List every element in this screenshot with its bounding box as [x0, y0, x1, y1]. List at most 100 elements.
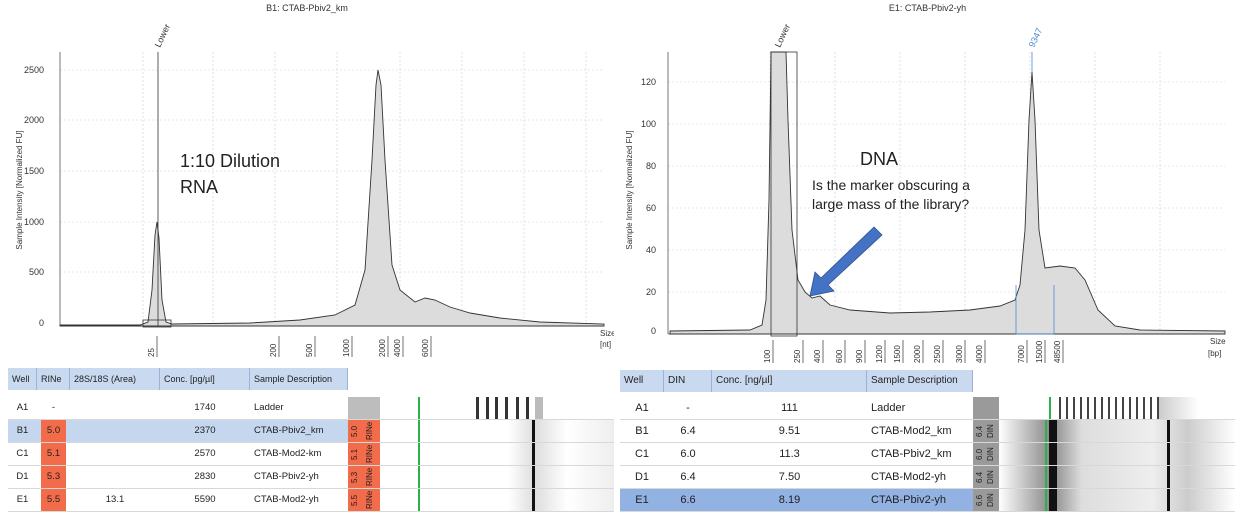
- col-header-well[interactable]: Well: [620, 370, 664, 392]
- x-tick: 1000: [342, 339, 351, 357]
- gel-lane: [999, 466, 1235, 488]
- ratio-cell: 13.1: [105, 494, 125, 505]
- col-header-conc[interactable]: Conc. [pg/µl]: [160, 368, 250, 390]
- rine-cell: -: [51, 402, 56, 413]
- panel-divider: [614, 0, 620, 515]
- well-cell: D1: [16, 471, 29, 482]
- x-tick: 1200: [875, 345, 884, 363]
- y-tick: 2000: [24, 115, 44, 125]
- y-tick: 20: [646, 287, 656, 297]
- well-cell: C1: [634, 448, 650, 460]
- gel-lane: [380, 466, 614, 488]
- table-row[interactable]: A1 - 1740 Ladder: [8, 397, 614, 420]
- din-tag: 6.6 DIN: [973, 489, 999, 511]
- dna-results-table: Well DIN Conc. [ng/µl] Sample Descriptio…: [620, 370, 1235, 515]
- table-row[interactable]: D1 6.4 7.50 CTAB-Mod2-yh 6.4 DIN: [620, 466, 1235, 489]
- rine-tag: 5.3 RINe: [348, 466, 380, 488]
- conc-cell: 11.3: [779, 448, 800, 460]
- gel-lane: [999, 443, 1235, 465]
- y-axis-label: Sample Intensity [Normalized FU]: [625, 130, 634, 249]
- col-header-rine[interactable]: RINe: [37, 368, 70, 390]
- rine-cell: 5.3: [41, 466, 66, 488]
- table-row[interactable]: E1 6.6 8.19 CTAB-Pbiv2-yh 6.6 DIN: [620, 489, 1235, 512]
- gel-lane: [380, 397, 614, 419]
- peak-size-label: 9347: [1027, 26, 1045, 48]
- dna-electropherogram[interactable]: 120 100 80 60 40 20 0 Sample Intensity […: [620, 0, 1235, 368]
- x-unit: Size: [1210, 337, 1226, 346]
- y-tick: 0: [651, 326, 656, 336]
- arrow-icon: [809, 226, 883, 297]
- x-tick: 2500: [933, 345, 942, 363]
- table-row[interactable]: B1 5.0 2370 CTAB-Pbiv2_km 5.0 RINe: [8, 420, 614, 443]
- gel-lane: [380, 420, 614, 442]
- well-cell: E1: [635, 494, 649, 506]
- conc-cell: 1740: [194, 402, 216, 413]
- din-cell: 6.4: [680, 471, 696, 483]
- y-axis-label: Sample Intensity [Normalized FU]: [15, 130, 24, 249]
- x-tick: 3000: [955, 345, 964, 363]
- x-tick: 500: [305, 343, 314, 357]
- y-tick: 120: [641, 77, 656, 87]
- table-row[interactable]: C1 5.1 2570 CTAB-Mod2-km 5.1 RINe: [8, 443, 614, 466]
- din-cell: -: [686, 402, 690, 414]
- col-header-well[interactable]: Well: [8, 368, 37, 390]
- rna-annotation: RNA: [180, 177, 218, 197]
- table-row[interactable]: B1 6.4 9.51 CTAB-Mod2_km 6.4 DIN: [620, 420, 1235, 443]
- din-cell: 6.6: [680, 494, 696, 506]
- x-tick: 7000: [1017, 345, 1026, 363]
- gel-lane: [999, 397, 1235, 419]
- rine-cell: 5.5: [41, 489, 66, 511]
- rine-cell: 5.0: [41, 420, 66, 442]
- well-cell: C1: [16, 448, 29, 459]
- description-cell: CTAB-Pbiv2-yh: [254, 471, 319, 482]
- x-tick: 4000: [393, 339, 402, 357]
- x-tick: 6000: [421, 339, 430, 357]
- col-header-description[interactable]: Sample Description: [250, 368, 348, 390]
- x-tick: 2000: [378, 339, 387, 357]
- table-row[interactable]: D1 5.3 2830 CTAB-Pbiv2-yh 5.3 RINe: [8, 466, 614, 489]
- y-tick: 500: [29, 267, 44, 277]
- dna-question-line2: large mass of the library?: [812, 196, 969, 212]
- y-tick: 40: [646, 245, 656, 255]
- table-row[interactable]: C1 6.0 11.3 CTAB-Pbiv2_km 6.0 DIN: [620, 443, 1235, 466]
- col-header-conc[interactable]: Conc. [ng/µl]: [712, 370, 867, 392]
- description-cell: CTAB-Pbiv2_km: [254, 425, 324, 436]
- din-tag: 6.4 DIN: [973, 466, 999, 488]
- rna-results-table: Well RINe 28S/18S (Area) Conc. [pg/µl] S…: [8, 368, 614, 515]
- conc-cell: 9.51: [778, 425, 801, 437]
- dna-panel: E1: CTAB-Pbiv2-yh 120 100 80 60 40 20 0: [620, 0, 1235, 515]
- dilution-annotation: 1:10 Dilution: [180, 151, 280, 171]
- gel-lane: [999, 489, 1235, 511]
- table-row[interactable]: A1 - 111 Ladder: [620, 397, 1235, 420]
- description-cell: Ladder: [871, 402, 906, 414]
- description-cell: CTAB-Mod2-km: [254, 448, 322, 459]
- col-header-description[interactable]: Sample Description: [867, 370, 973, 392]
- description-cell: CTAB-Pbiv2_km: [871, 448, 952, 460]
- x-tick: 25: [147, 348, 156, 357]
- x-tick: 900: [855, 349, 864, 363]
- conc-cell: 111: [781, 402, 798, 414]
- rna-electropherogram-title: B1: CTAB-Pbiv2_km: [266, 3, 348, 13]
- x-tick: 200: [269, 343, 278, 357]
- x-tick: 1500: [893, 345, 902, 363]
- conc-cell: 2830: [194, 471, 216, 482]
- gel-lane: [380, 443, 614, 465]
- conc-cell: 8.19: [778, 494, 801, 506]
- col-header-din[interactable]: DIN: [664, 370, 712, 392]
- x-tick: 2000: [913, 345, 922, 363]
- y-tick: 0: [39, 318, 44, 328]
- x-tick: 100: [763, 349, 772, 363]
- rine-cell: 5.1: [41, 443, 66, 465]
- well-cell: B1: [635, 425, 649, 437]
- dna-question-line1: Is the marker obscuring a: [812, 177, 970, 193]
- y-tick: 1000: [24, 217, 44, 227]
- col-header-ratio[interactable]: 28S/18S (Area): [70, 368, 160, 390]
- rna-electropherogram[interactable]: 2500 2000 1500 1000 500 0 Sample Intensi…: [0, 0, 614, 368]
- well-cell: D1: [634, 471, 650, 483]
- gel-lane: [999, 420, 1235, 442]
- din-tag: 6.4 DIN: [973, 420, 999, 442]
- gel-lane: [380, 489, 614, 511]
- x-tick: 250: [793, 349, 802, 363]
- y-tick: 100: [641, 119, 656, 129]
- table-row[interactable]: E1 5.5 13.1 5590 CTAB-Mod2-yh 5.5 RINe: [8, 489, 614, 512]
